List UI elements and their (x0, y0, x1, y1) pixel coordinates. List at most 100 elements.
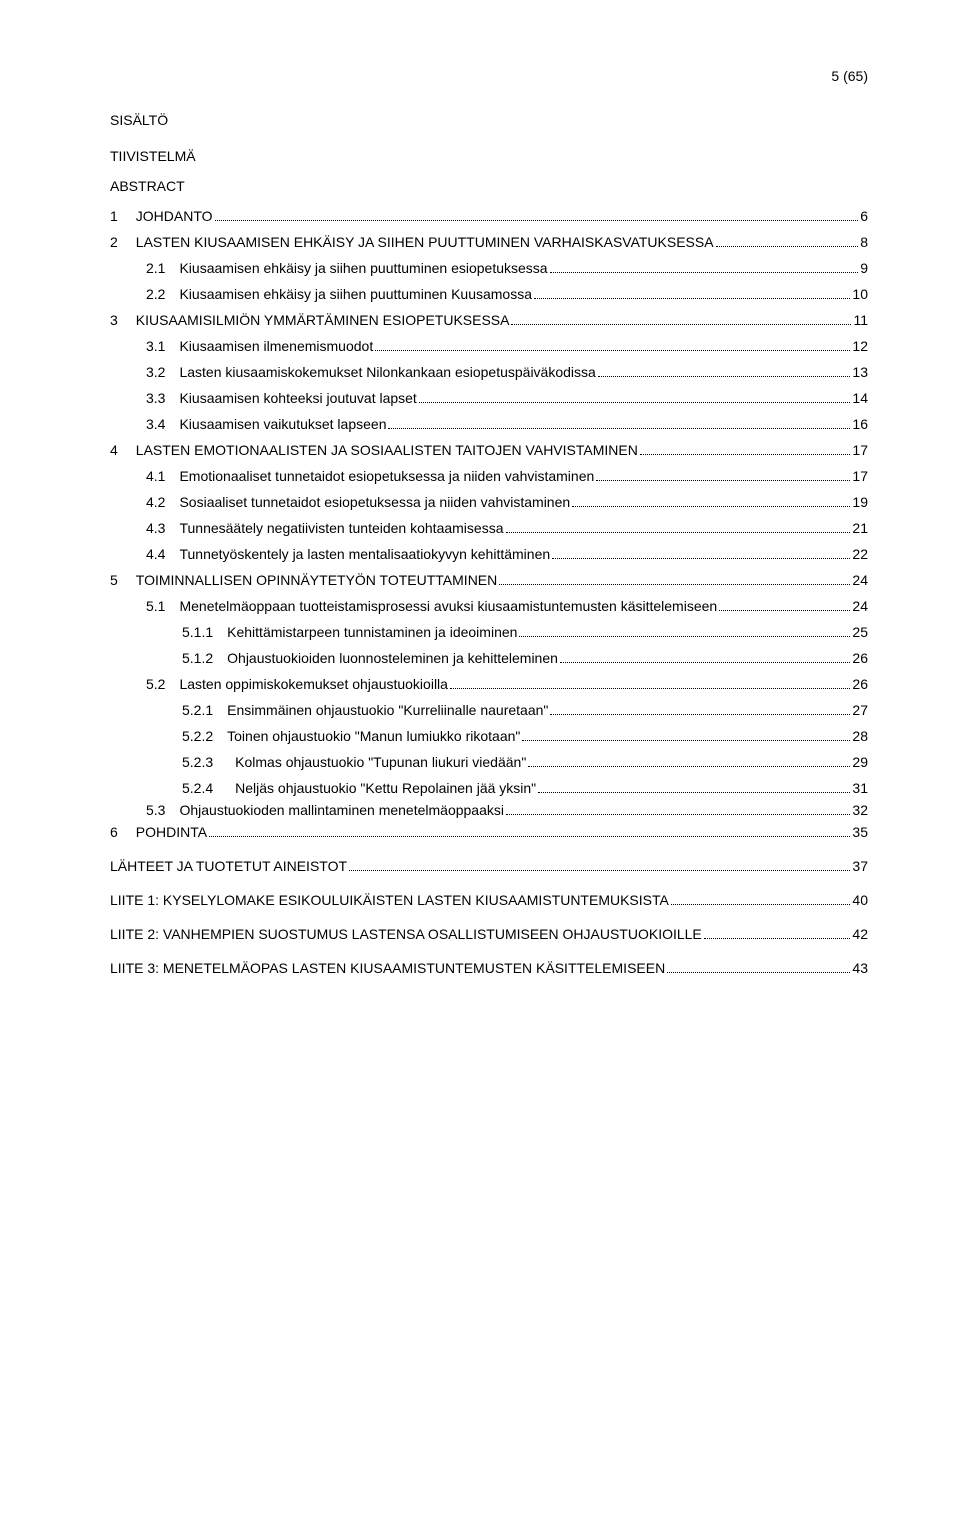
toc-dots (534, 298, 850, 299)
toc-dots (528, 766, 850, 767)
toc-entry: 5.1.1 Kehittämistarpeen tunnistaminen ja… (110, 624, 868, 640)
toc-entry: 5.2.2 Toinen ohjaustuokio "Manun lumiukk… (110, 728, 868, 744)
toc-label: Lasten kiusaamiskokemukset Nilonkankaan … (179, 364, 595, 380)
toc-number: 4.4 (146, 546, 165, 562)
toc-page: 25 (852, 624, 868, 640)
toc-dots (450, 688, 850, 689)
toc-number: 4.1 (146, 468, 165, 484)
toc-dots (704, 938, 851, 939)
toc-number: 5 (110, 572, 118, 588)
toc-label: LÄHTEET JA TUOTETUT AINEISTOT (110, 858, 347, 874)
toc-page: 19 (852, 494, 868, 510)
toc-number: 5.2.2 (182, 728, 213, 744)
toc-page: 11 (853, 312, 868, 328)
toc-page: 9 (860, 260, 868, 276)
toc-page: 21 (852, 520, 868, 536)
toc-entry: 3.3 Kiusaamisen kohteeksi joutuvat lapse… (110, 390, 868, 406)
toc-dots (719, 610, 850, 611)
toc-label: Menetelmäoppaan tuotteistamisprosessi av… (179, 598, 717, 614)
toc-entry: 2.2 Kiusaamisen ehkäisy ja siihen puuttu… (110, 286, 868, 302)
toc-number: 3 (110, 312, 118, 328)
toc-dots (716, 246, 859, 247)
toc-entry: 3.2 Lasten kiusaamiskokemukset Nilonkank… (110, 364, 868, 380)
toc-dots (572, 506, 850, 507)
toc-entry: 5.1 Menetelmäoppaan tuotteistamisprosess… (110, 598, 868, 614)
toc-dots (552, 558, 850, 559)
toc-label: JOHDANTO (136, 208, 213, 224)
toc-entry: 5.1.2 Ohjaustuokioiden luonnosteleminen … (110, 650, 868, 666)
toc-label: Kolmas ohjaustuokio "Tupunan liukuri vie… (235, 754, 526, 770)
toc-page: 28 (852, 728, 868, 744)
toc-entry: 6 POHDINTA 35 (110, 824, 868, 840)
toc-number: 3.3 (146, 390, 165, 406)
toc-entry: 2.1 Kiusaamisen ehkäisy ja siihen puuttu… (110, 260, 868, 276)
toc-entry: 4.3 Tunnesäätely negatiivisten tunteiden… (110, 520, 868, 536)
toc-page: 13 (852, 364, 868, 380)
toc-page: 32 (852, 802, 868, 818)
toc-page: 14 (852, 390, 868, 406)
toc-entry: 3.1 Kiusaamisen ilmenemismuodot 12 (110, 338, 868, 354)
toc-label: Kiusaamisen ehkäisy ja siihen puuttumine… (179, 260, 547, 276)
toc-dots (375, 350, 850, 351)
toc-page: 37 (852, 858, 868, 874)
toc-number: 5.2.4 (182, 780, 213, 796)
toc-entry: LÄHTEET JA TUOTETUT AINEISTOT 37 (110, 858, 868, 874)
toc-page: 35 (852, 824, 868, 840)
toc-label: POHDINTA (136, 824, 207, 840)
toc-page: 42 (852, 926, 868, 942)
toc-label: TOIMINNALLISEN OPINNÄYTETYÖN TOTEUTTAMIN… (136, 572, 497, 588)
toc-label: Kiusaamisen ilmenemismuodot (179, 338, 373, 354)
toc-dots (671, 904, 851, 905)
toc-label: Ensimmäinen ohjaustuokio "Kurreliinalle … (227, 702, 548, 718)
toc-page: 26 (852, 650, 868, 666)
toc-label: Ohjaustuokioiden luonnosteleminen ja keh… (227, 650, 558, 666)
toc-dots (511, 324, 851, 325)
toc-dots (209, 836, 850, 837)
toc-dots (640, 454, 851, 455)
toc-page: 29 (852, 754, 868, 770)
toc-label: Neljäs ohjaustuokio "Kettu Repolainen jä… (235, 780, 536, 796)
toc-dots (667, 972, 850, 973)
toc-entry: 5 TOIMINNALLISEN OPINNÄYTETYÖN TOTEUTTAM… (110, 572, 868, 588)
page-number: 5 (65) (110, 68, 868, 84)
toc-page: 27 (852, 702, 868, 718)
toc-dots (596, 480, 850, 481)
toc-number: 1 (110, 208, 118, 224)
toc-dots (499, 584, 850, 585)
toc-entry: 4.4 Tunnetyöskentely ja lasten mentalisa… (110, 546, 868, 562)
toc-number: 5.1.1 (182, 624, 213, 640)
toc-dots (538, 792, 850, 793)
toc-number: 4.3 (146, 520, 165, 536)
toc-entry: 2 LASTEN KIUSAAMISEN EHKÄISY JA SIIHEN P… (110, 234, 868, 250)
toc-number: 2 (110, 234, 118, 250)
toc-label: Tunnesäätely negatiivisten tunteiden koh… (179, 520, 503, 536)
toc-dots (519, 636, 850, 637)
toc-dots (388, 428, 850, 429)
toc-number: 5.2 (146, 676, 165, 692)
toc-dots (215, 220, 859, 221)
toc-entry: 5.2.1 Ensimmäinen ohjaustuokio "Kurrelii… (110, 702, 868, 718)
toc-page: 17 (852, 468, 868, 484)
toc-page: 6 (860, 208, 868, 224)
toc-dots (598, 376, 851, 377)
toc-number: 3.2 (146, 364, 165, 380)
toc-label: Kiusaamisen ehkäisy ja siihen puuttumine… (179, 286, 532, 302)
toc-number: 5.3 (146, 802, 165, 818)
toc-number: 2.1 (146, 260, 165, 276)
toc-dots (506, 532, 851, 533)
toc-page: 43 (852, 960, 868, 976)
toc-entry: 1 JOHDANTO 6 (110, 208, 868, 224)
toc-label: Ohjaustuokioden mallintaminen menetelmäo… (179, 802, 504, 818)
toc-dots (349, 870, 850, 871)
toc-label: Tunnetyöskentely ja lasten mentalisaatio… (179, 546, 550, 562)
toc-page: 24 (852, 572, 868, 588)
toc-page: 40 (852, 892, 868, 908)
toc-page: 16 (852, 416, 868, 432)
toc-entry: 3 KIUSAAMISILMIÖN YMMÄRTÄMINEN ESIOPETUK… (110, 312, 868, 328)
toc-label: KIUSAAMISILMIÖN YMMÄRTÄMINEN ESIOPETUKSE… (136, 312, 510, 328)
toc-dots (550, 714, 850, 715)
toc-entry: 5.3 Ohjaustuokioden mallintaminen menete… (110, 802, 868, 818)
toc-label: Emotionaaliset tunnetaidot esiopetuksess… (179, 468, 594, 484)
toc-label: LASTEN KIUSAAMISEN EHKÄISY JA SIIHEN PUU… (136, 234, 714, 250)
toc-page: 10 (852, 286, 868, 302)
